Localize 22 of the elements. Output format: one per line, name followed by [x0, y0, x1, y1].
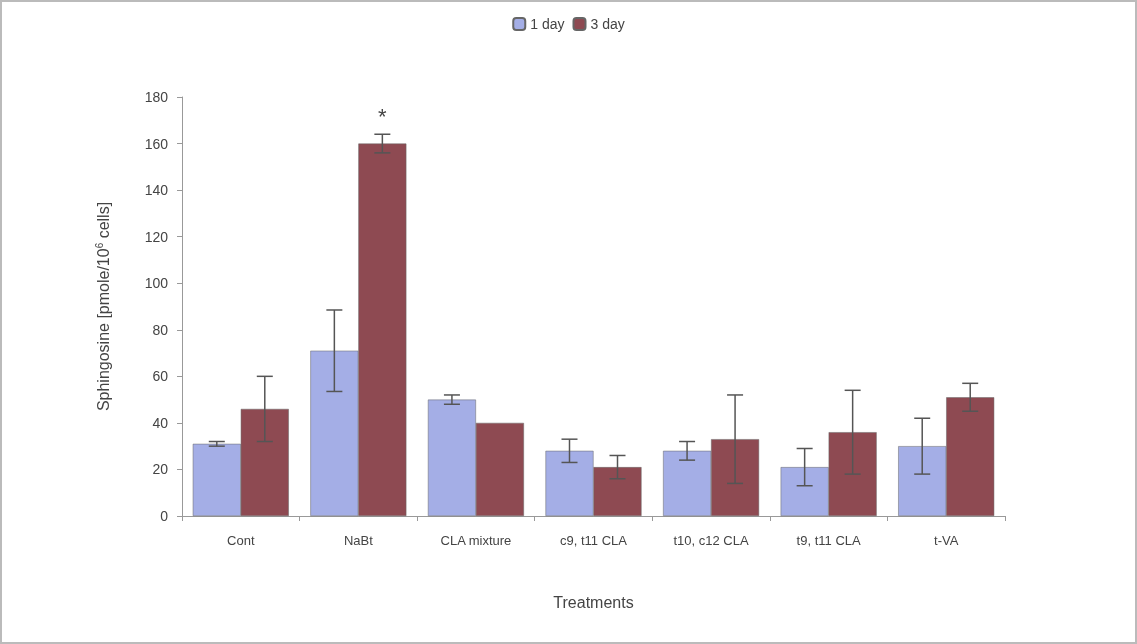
- y-tick-label: 100: [144, 275, 169, 292]
- y-tick-label: 120: [144, 228, 169, 245]
- annotation: *: [378, 103, 388, 129]
- y-tick-label: 0: [160, 508, 169, 524]
- y-tick-label: 40: [152, 414, 169, 431]
- x-tick-label: CLA mixture: [440, 533, 512, 548]
- x-tick-label: t-VA: [934, 533, 959, 548]
- x-tick-label: t9, t11 CLA: [796, 533, 862, 548]
- x-tick-label: c9, t11 CLA: [560, 533, 628, 548]
- x-axis-title: Treatments: [553, 593, 634, 611]
- y-axis-title: Sphingosine [pmole/106 cells]: [93, 201, 112, 412]
- y-tick-label: 80: [152, 321, 169, 338]
- legend-label: 1 day: [530, 16, 565, 32]
- x-tick-label: t10, c12 CLA: [673, 533, 749, 548]
- x-tick-label: Cont: [227, 533, 255, 548]
- y-tick-label: 20: [152, 461, 169, 478]
- y-tick-label: 160: [144, 135, 169, 152]
- y-tick-label: 180: [144, 89, 169, 105]
- y-tick-label: 140: [144, 182, 169, 199]
- y-tick-label: 60: [152, 368, 169, 385]
- legend-label: 3 day: [590, 16, 625, 32]
- x-tick-label: NaBt: [343, 533, 374, 548]
